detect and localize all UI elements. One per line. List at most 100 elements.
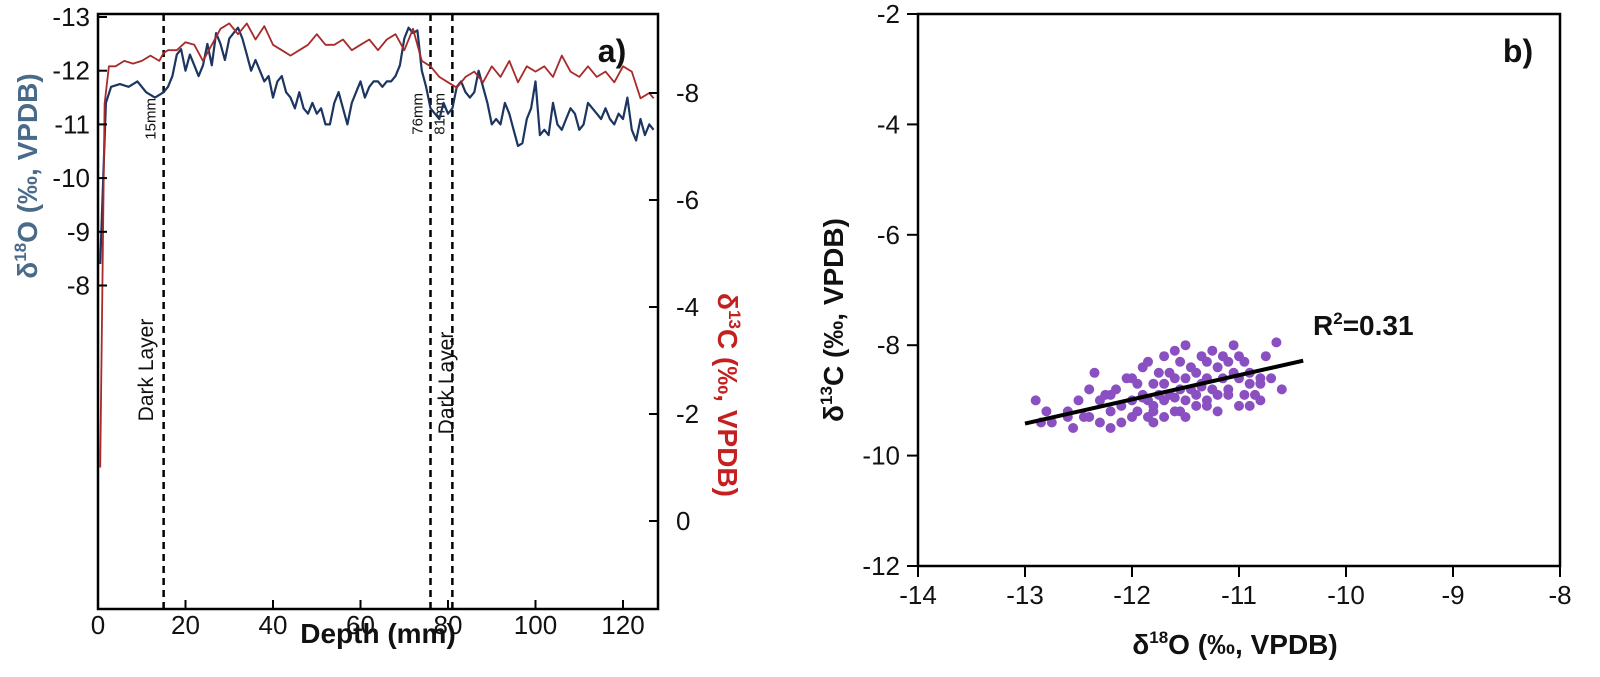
depth-marker-label: 76mm (410, 93, 427, 135)
panel-a-x-tick-label: 120 (601, 610, 644, 640)
panel-b-label: b) (1503, 33, 1533, 69)
r-squared-annotation: R2=0.31 (1313, 309, 1414, 341)
panel-b-y-axis-title: δ13C (‰, VPDB) (817, 218, 849, 422)
scatter-point (1175, 356, 1186, 367)
panel-a-x-tick-label: 40 (259, 610, 288, 640)
scatter-point (1116, 417, 1127, 428)
scatter-point (1234, 400, 1244, 411)
panel-b-fit-line (1024, 358, 1304, 426)
scatter-point (1175, 406, 1186, 417)
scatter-point (1212, 406, 1223, 417)
panel-b-y-tick-label: -2 (877, 0, 900, 29)
panel-a-left-tick-label: -9 (67, 217, 90, 247)
scatter-point (1094, 417, 1105, 428)
scatter-point (1148, 378, 1159, 389)
panel-b-frame (916, 12, 1562, 568)
panel-a-right-tick-label: -2 (676, 399, 699, 429)
panel-a-x-tick-label: 20 (171, 610, 200, 640)
panel-b-x-tick-label: -9 (1441, 580, 1464, 610)
scatter-point (1030, 395, 1041, 406)
panel-b-x-tick-label: -12 (1113, 580, 1151, 610)
scatter-point (1207, 345, 1218, 356)
scatter-point (1244, 400, 1255, 411)
panel-a-x-axis-title: Depth (mm) (300, 618, 456, 649)
scatter-point (1228, 340, 1239, 351)
scatter-point (1191, 400, 1202, 411)
scatter-point (1180, 395, 1191, 406)
panel-b-x-tick-label: -14 (899, 580, 937, 610)
scatter-point (1255, 395, 1266, 406)
scatter-point (1271, 337, 1282, 348)
scatter-point (1180, 373, 1191, 384)
scatter-point (1105, 423, 1116, 433)
panel-b-y-tick-label: -8 (877, 330, 900, 360)
depth-marker-label: 15mm (143, 98, 160, 140)
dark-layer-label: Dark Layer (435, 332, 458, 435)
scatter-point (1169, 345, 1180, 356)
panel-a-x-tick-label: 80 (434, 610, 463, 640)
scatter-point (1191, 389, 1202, 400)
d13c-series-line (99, 22, 655, 468)
panel-a-left-tick-label: -8 (67, 271, 90, 301)
panel-b-y-tick-label: -10 (862, 441, 900, 471)
panel-a-right-tick-label: -10 (676, 0, 714, 1)
panel-a-x-tick-label: 100 (514, 610, 557, 640)
scatter-point (1159, 412, 1170, 422)
panel-a-left-tick-label: -13 (52, 2, 90, 32)
scatter-point (1201, 356, 1212, 367)
scatter-point (1266, 373, 1277, 384)
scatter-point (1143, 412, 1153, 422)
scatter-point (1180, 340, 1191, 351)
panel-a-left-tick-label: -11 (54, 109, 90, 139)
scatter-point (1255, 378, 1266, 389)
panel-b-x-axis-title: δ18O (‰, VPDB) (1132, 628, 1337, 660)
panel-a-axes: 0 20 40 60 80 100 120 -13 -12 -11 -10 -9 -8 -10 -8 -6 -4… (52, 0, 713, 640)
panel-a-left-tick-label: -12 (52, 56, 90, 86)
panel-a-x-tick-label: 60 (346, 610, 375, 640)
scatter-point (1068, 423, 1079, 433)
scatter-point (1041, 406, 1052, 417)
panel-b-x-tick-label: -11 (1221, 580, 1257, 610)
scatter-point (1239, 356, 1250, 367)
scatter-point (1212, 362, 1223, 373)
dark-layer-label: Dark Layer (135, 319, 158, 422)
panel-b-axes: -14 -13 -12 -11 -10 -9 -8 -12 -10 -8 -6 -4 -2 (862, 0, 1571, 610)
panel-b-y-tick-label: -12 (862, 551, 900, 581)
panel-b-x-tick-label: -10 (1327, 580, 1365, 610)
panel-b-x-tick-label: -8 (1548, 580, 1571, 610)
panel-b: b) -14 -13 -12 -11 -10 -9 -8 -12 -10 -8 -6 -4 -2 R2=… (817, 0, 1572, 660)
panel-b-x-tick-label: -13 (1006, 580, 1044, 610)
scatter-point (1223, 356, 1234, 367)
scatter-point (1153, 367, 1164, 378)
scatter-point (1159, 378, 1170, 389)
panel-a-right-tick-label: -6 (676, 185, 699, 215)
panel-a-x-tick-label: 0 (91, 610, 105, 640)
scatter-point (1073, 395, 1084, 406)
scatter-point (1084, 412, 1095, 422)
d18o-series-line (99, 26, 655, 265)
panel-a-frame (96, 12, 660, 611)
panel-b-y-tick-label: -4 (877, 109, 900, 139)
scatter-point (1127, 373, 1137, 384)
panel-a-right-tick-label: 0 (676, 506, 690, 536)
scatter-point (1105, 389, 1116, 400)
scatter-point (1169, 392, 1180, 403)
scatter-point (1169, 373, 1180, 384)
scatter-point (1223, 389, 1234, 400)
scatter-point (1212, 389, 1223, 400)
panel-a-right-axis-title: δ13C (‰, VPDB) (712, 293, 744, 497)
scatter-point (1159, 351, 1170, 362)
scatter-point (1239, 389, 1250, 400)
scatter-point (1132, 406, 1143, 417)
scatter-point (1244, 378, 1255, 389)
scatter-point (1105, 406, 1116, 417)
scatter-point (1191, 367, 1202, 378)
panel-a-right-tick-label: -4 (676, 292, 699, 322)
panel-a-left-tick-label: -10 (52, 163, 90, 193)
panel-a-label: a) (598, 33, 626, 69)
scatter-point (1260, 351, 1271, 362)
panel-a-right-tick-label: -8 (676, 78, 699, 108)
panel-b-points (1030, 337, 1287, 433)
